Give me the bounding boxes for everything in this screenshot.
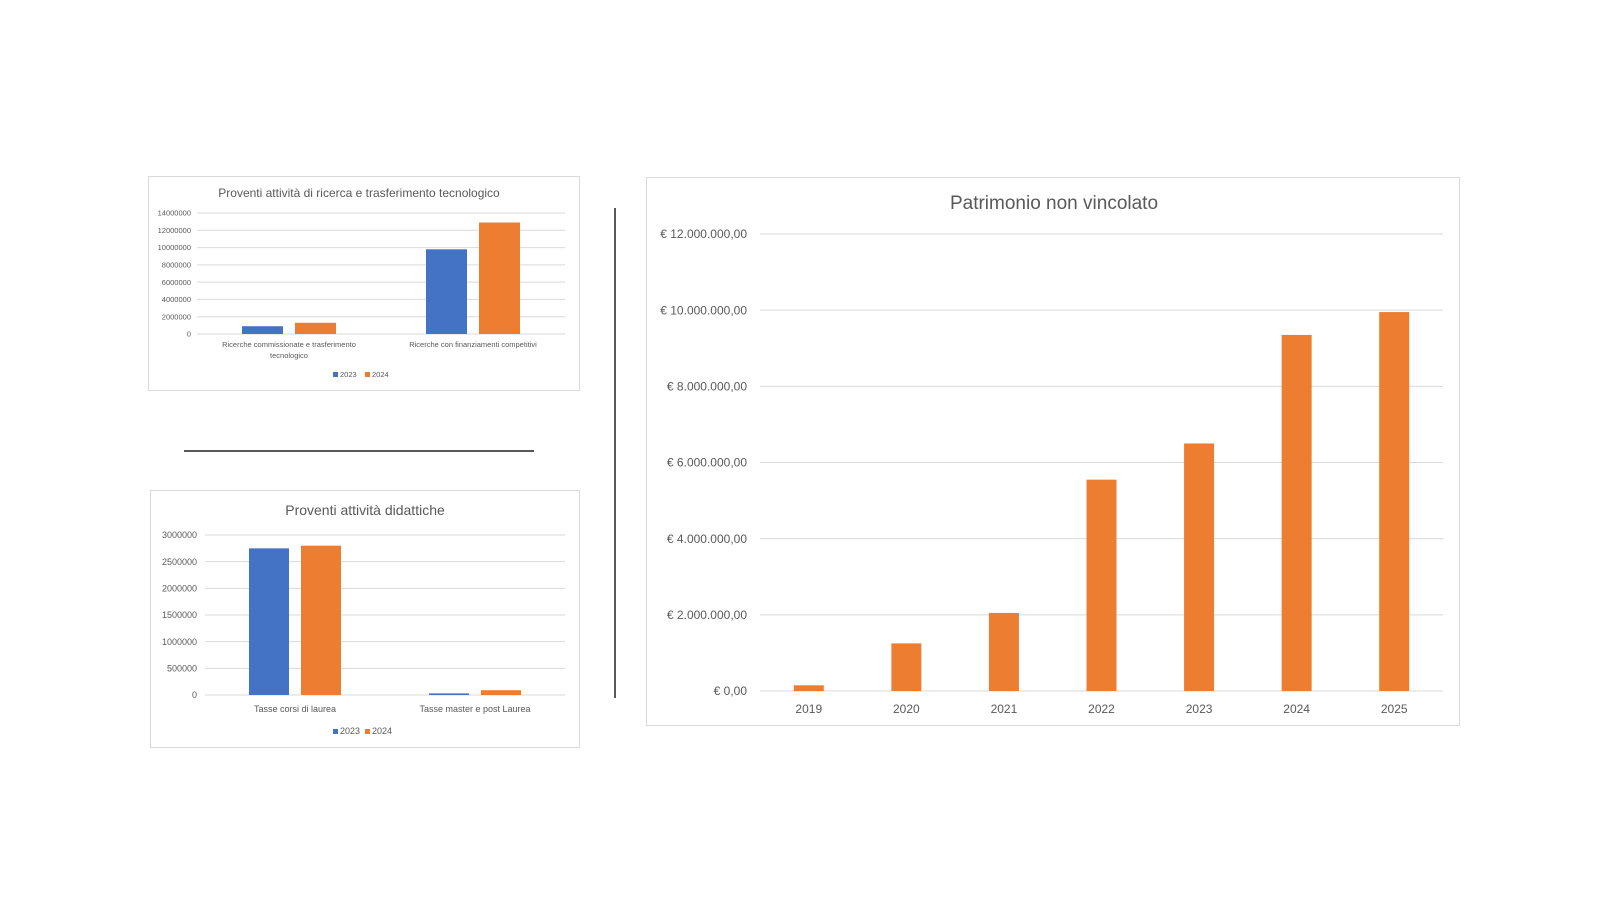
- bar: [1281, 334, 1312, 691]
- x-tick-label: Ricerche con finanziamenti competitivi: [409, 340, 537, 349]
- x-tick-label: 2024: [1283, 702, 1310, 716]
- legend-swatch: [365, 729, 370, 734]
- bar: [295, 322, 336, 334]
- bar: [988, 612, 1019, 691]
- legend-swatch: [333, 372, 338, 377]
- research-income-chart-svg: Proventi attività di ricerca e trasferim…: [158, 186, 565, 379]
- research-income-chart: Proventi attività di ricerca e trasferim…: [148, 176, 580, 391]
- y-tick-label: € 2.000.000,00: [667, 608, 747, 622]
- y-tick-label: € 6.000.000,00: [667, 456, 747, 470]
- y-tick-label: € 4.000.000,00: [667, 532, 747, 546]
- legend-swatch: [365, 372, 370, 377]
- bar: [1379, 312, 1410, 691]
- y-tick-label: € 0,00: [714, 684, 748, 698]
- y-tick-label: 500000: [167, 663, 197, 673]
- y-tick-label: 0: [192, 690, 197, 700]
- y-tick-label: € 10.000.000,00: [660, 303, 747, 317]
- vertical-divider: [614, 208, 616, 698]
- y-tick-label: 10000000: [158, 243, 191, 252]
- y-tick-label: 6000000: [162, 278, 191, 287]
- horizontal-divider: [184, 450, 534, 452]
- x-tick-label: Tasse master e post Laurea: [419, 704, 530, 714]
- y-tick-label: 14000000: [158, 209, 191, 218]
- y-tick-label: € 12.000.000,00: [660, 227, 747, 241]
- bar: [242, 326, 283, 334]
- bar: [426, 249, 467, 334]
- x-tick-label: tecnologico: [270, 351, 308, 360]
- x-tick-label: 2023: [1186, 702, 1213, 716]
- y-tick-label: 4000000: [162, 295, 191, 304]
- y-tick-label: € 8.000.000,00: [667, 380, 747, 394]
- y-tick-label: 1000000: [162, 637, 197, 647]
- chart-title: Patrimonio non vincolato: [950, 193, 1158, 214]
- x-tick-label: 2022: [1088, 702, 1115, 716]
- y-tick-label: 2000000: [162, 583, 197, 593]
- bar: [479, 222, 520, 334]
- bar: [249, 548, 289, 695]
- unrestricted-assets-chart-svg: Patrimonio non vincolato € 0,00 € 2.000.00…: [660, 193, 1443, 716]
- teaching-income-chart-svg: Proventi attività didattiche 0 500000 10000…: [162, 502, 565, 736]
- bar: [301, 545, 341, 695]
- legend-label: 2023: [340, 370, 357, 379]
- legend-label: 2024: [372, 726, 392, 736]
- bar: [1184, 443, 1215, 691]
- y-tick-label: 1500000: [162, 610, 197, 620]
- y-tick-label: 2000000: [162, 312, 191, 321]
- y-tick-label: 8000000: [162, 260, 191, 269]
- x-tick-label: 2021: [991, 702, 1018, 716]
- bar: [793, 685, 824, 691]
- x-tick-label: Tasse corsi di laurea: [254, 704, 336, 714]
- unrestricted-assets-chart: Patrimonio non vincolato € 0,00 € 2.000.00…: [646, 177, 1460, 726]
- y-tick-label: 0: [187, 330, 191, 339]
- bar: [1086, 479, 1117, 691]
- chart-title: Proventi attività di ricerca e trasferim…: [218, 186, 500, 200]
- x-tick-label: 2025: [1381, 702, 1408, 716]
- bar: [481, 690, 521, 695]
- teaching-income-chart: Proventi attività didattiche 0 500000 10000…: [150, 490, 580, 748]
- legend-swatch: [333, 729, 338, 734]
- chart-title: Proventi attività didattiche: [285, 502, 445, 518]
- legend-label: 2023: [340, 726, 360, 736]
- y-tick-label: 3000000: [162, 530, 197, 540]
- x-tick-label: 2020: [893, 702, 920, 716]
- y-tick-label: 12000000: [158, 226, 191, 235]
- x-tick-label: Ricerche commissionate e trasferimento: [222, 340, 356, 349]
- x-tick-label: 2019: [795, 702, 822, 716]
- bar: [429, 693, 469, 695]
- legend-label: 2024: [372, 370, 389, 379]
- y-tick-label: 2500000: [162, 557, 197, 567]
- bar: [891, 643, 922, 691]
